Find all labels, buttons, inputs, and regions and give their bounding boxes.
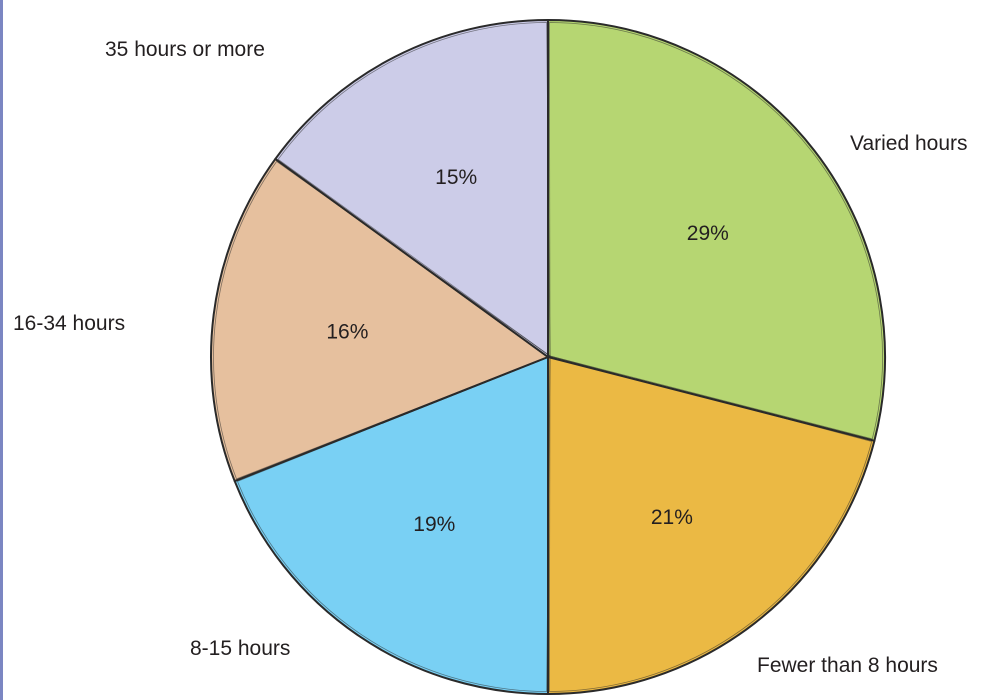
pie-slice-8-15-hours [233, 356, 549, 695]
pie-slice-sketch-stroke [236, 355, 551, 692]
pie-value-label: 19% [413, 513, 455, 536]
pie-sketch-outline [213, 22, 883, 692]
pie-value-label: 16% [326, 321, 368, 344]
pie-slice-sketch-stroke [277, 22, 551, 357]
pie-value-label: 15% [435, 166, 477, 189]
pie-category-label: Fewer than 8 hours [757, 654, 938, 677]
pie-slice-sketch-stroke [548, 22, 883, 440]
pie-slice-sketch-stroke [213, 160, 551, 480]
pie-slice-sketch-stroke [548, 355, 873, 692]
pie-category-label: 8-15 hours [190, 637, 290, 660]
left-border-rule [0, 0, 3, 700]
pie-category-label: Varied hours [850, 132, 968, 155]
pie-slice-fewer-than-8-hours [547, 356, 876, 695]
pie-value-labels: 29% 21% 19% 16% 15% [326, 166, 728, 536]
pie-category-label: 35 hours or more [105, 38, 265, 61]
pie-slice-16-34-hours [210, 157, 549, 483]
pie-slice-varied-hours [547, 19, 886, 442]
pie-value-label: 21% [651, 506, 693, 529]
pie-category-labels: Varied hours Fewer than 8 hours 8-15 hours… [13, 38, 968, 677]
pie-category-label: 16-34 hours [13, 312, 125, 335]
pie-value-label: 29% [687, 222, 729, 245]
pie-slice-35-hours-or-more [274, 19, 549, 358]
pie-slices [210, 19, 886, 695]
